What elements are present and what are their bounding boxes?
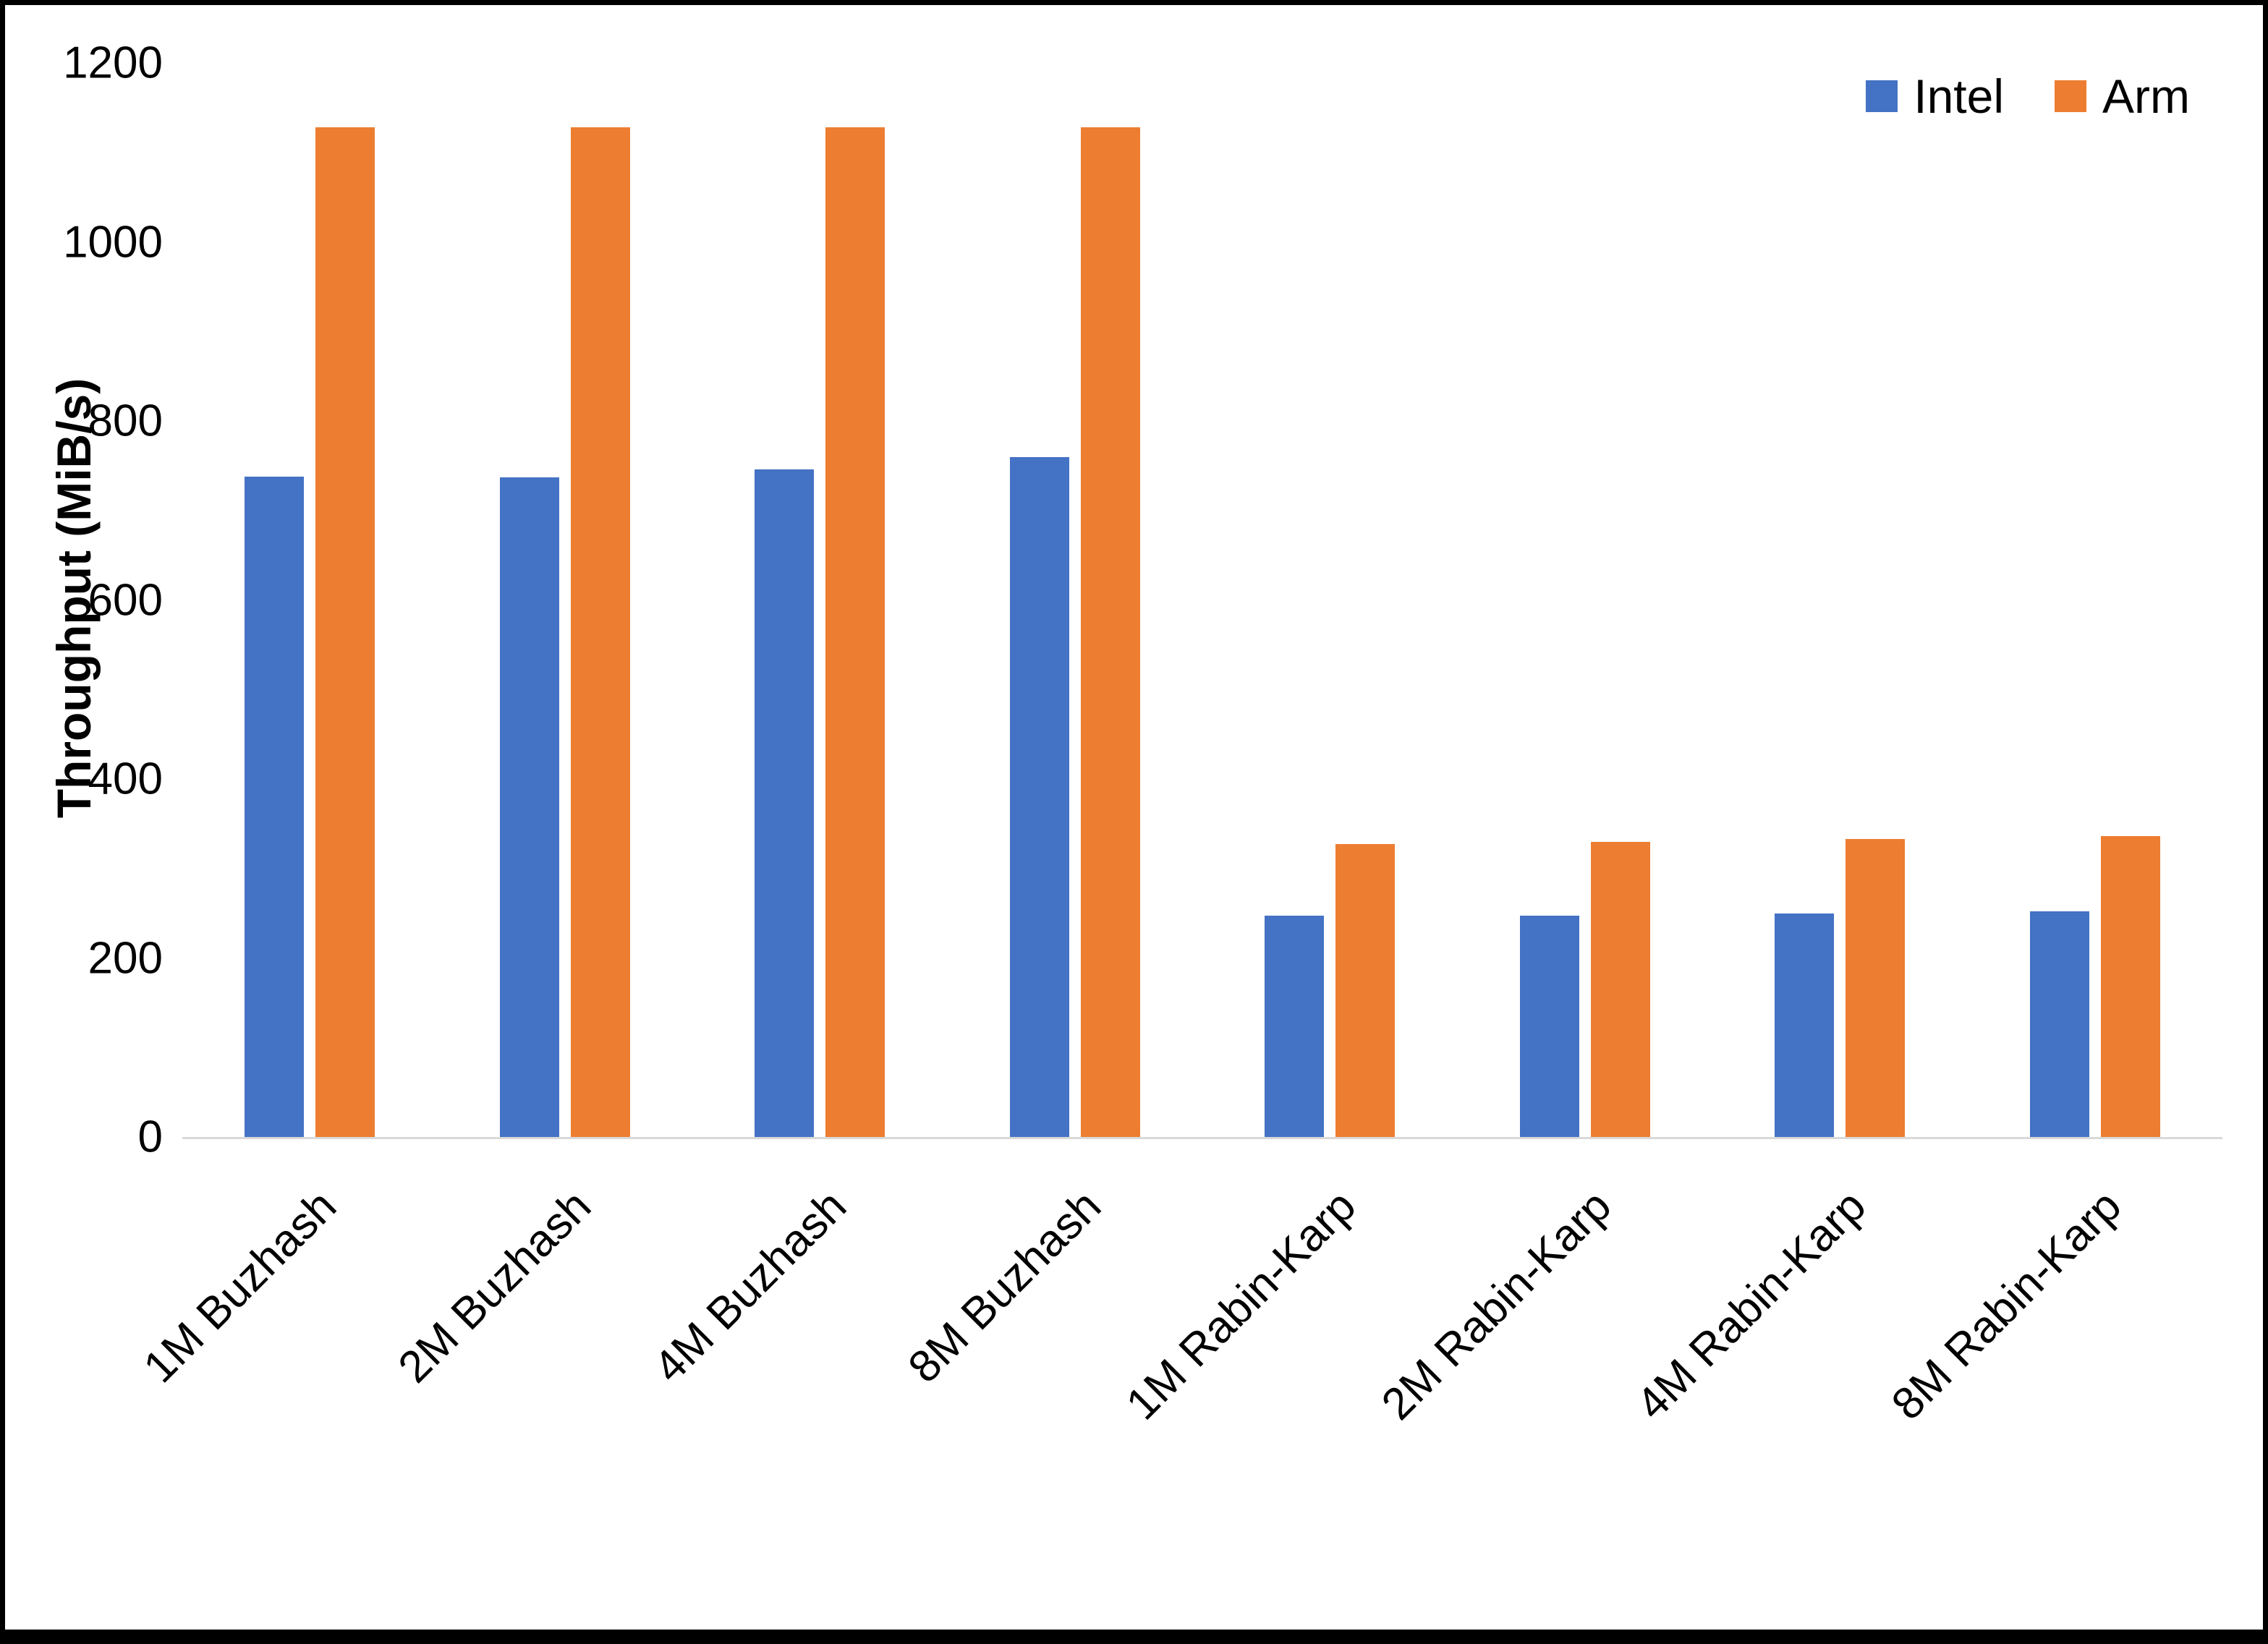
bar-intel-2 [499,477,559,1137]
legend-label: Intel [1914,69,2005,123]
y-axis-ticks: 0 200 400 600 800 1000 1200 [5,38,163,1162]
bar-arm-1 [315,127,375,1137]
x-axis-label: 1M Rabin-Karp [1117,1180,1366,1430]
bar-intel-7 [1775,913,1835,1137]
y-tick-label: 0 [137,1112,163,1162]
bar-intel-5 [1265,916,1325,1137]
y-tick-label: 1000 [63,217,163,267]
y-tick-label: 400 [88,754,163,804]
bar-group [692,63,948,1137]
legend-swatch-icon [1866,80,1898,112]
plot-area: Intel Arm [182,63,2222,1139]
y-tick-label: 600 [88,575,163,625]
y-tick-label: 1200 [63,38,163,88]
legend-label: Arm [2102,69,2190,123]
bar-arm-4 [1080,127,1140,1137]
bars-row [182,63,2222,1137]
bar-arm-3 [825,127,885,1137]
bar-group [948,63,1203,1137]
x-axis-label: 2M Buzhash [388,1180,601,1393]
legend-swatch-icon [2055,80,2087,112]
bar-arm-7 [1846,838,1906,1137]
bar-group [1458,63,1713,1137]
x-axis-label: 4M Rabin-Karp [1627,1180,1876,1430]
x-axis-labels: 1M Buzhash 2M Buzhash 4M Buzhash 8M Buzhash… [134,1141,2222,1517]
legend-item-intel: Intel [1866,69,2004,124]
legend: Intel Arm [1866,69,2190,124]
bar-arm-6 [1590,841,1650,1137]
bar-group [438,63,693,1137]
y-tick-label: 800 [88,396,163,446]
x-axis-label: 8M Buzhash [899,1180,1111,1393]
bar-intel-6 [1519,916,1579,1137]
bar-intel-4 [1009,456,1069,1137]
bar-arm-5 [1335,844,1396,1137]
bar-group [1712,63,1968,1137]
bar-arm-8 [2100,836,2160,1137]
bar-group [1202,63,1458,1137]
legend-item-arm: Arm [2055,69,2190,124]
x-axis-label: 2M Rabin-Karp [1372,1180,1621,1430]
bar-arm-2 [570,127,630,1137]
bar-group [1968,63,2223,1137]
x-axis-label: 1M Buzhash [134,1180,346,1393]
x-axis-label: 8M Rabin-Karp [1882,1180,2131,1430]
x-axis-label: 4M Buzhash [644,1180,856,1393]
bar-intel-8 [2029,911,2089,1137]
bar-intel-3 [755,469,815,1137]
bar-group [182,63,438,1137]
y-tick-label: 200 [88,933,163,983]
bar-intel-1 [245,476,305,1137]
